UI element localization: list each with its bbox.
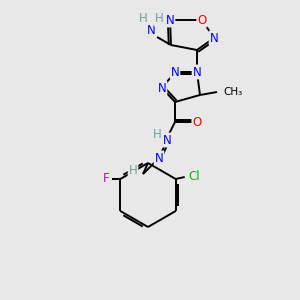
Text: H: H <box>153 128 161 140</box>
Text: H: H <box>139 13 147 26</box>
Text: H: H <box>129 164 137 176</box>
Text: F: F <box>103 172 110 185</box>
Text: N: N <box>166 14 174 26</box>
Text: N: N <box>163 134 171 146</box>
Text: CH₃: CH₃ <box>223 87 242 97</box>
Text: Cl: Cl <box>188 170 200 184</box>
Text: N: N <box>147 25 155 38</box>
Text: O: O <box>192 116 202 128</box>
Text: N: N <box>158 82 166 94</box>
Text: N: N <box>210 32 218 44</box>
Text: O: O <box>197 14 207 26</box>
Text: N: N <box>171 65 179 79</box>
Text: H: H <box>154 13 164 26</box>
Text: N: N <box>193 65 201 79</box>
Text: N: N <box>154 152 164 164</box>
